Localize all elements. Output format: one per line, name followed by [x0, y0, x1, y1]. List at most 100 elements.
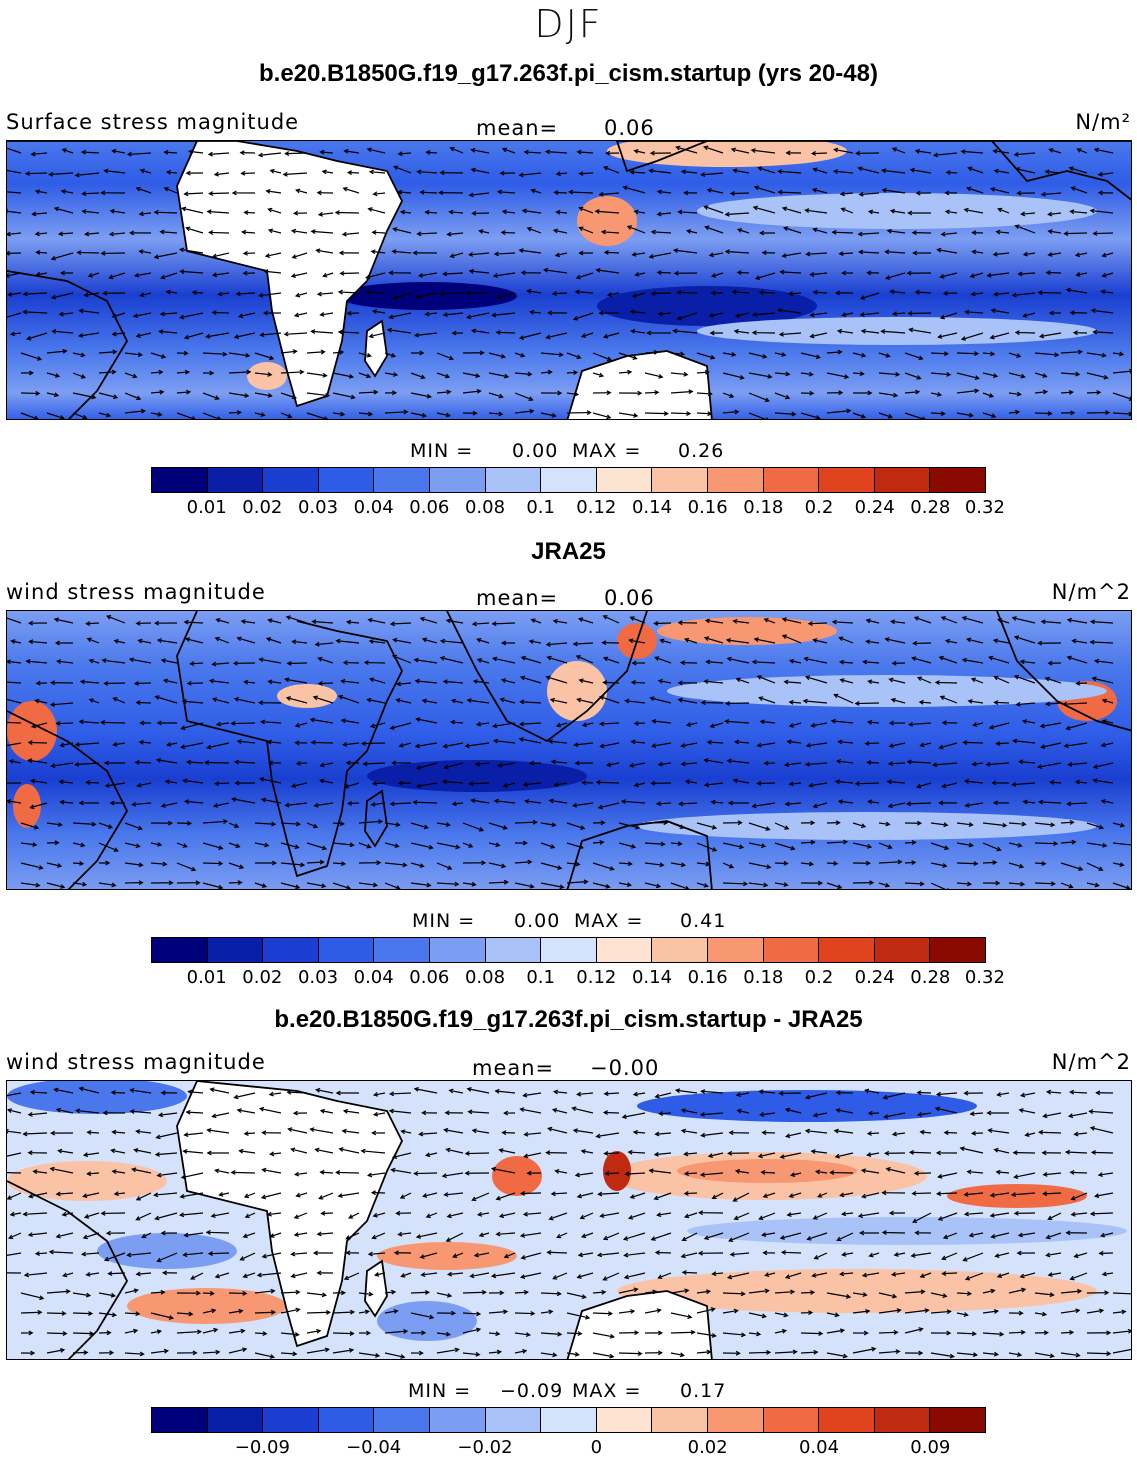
wind-vector-arrowhead [1100, 289, 1106, 295]
wind-vector-arrow [686, 722, 698, 726]
wind-vector-arrowhead [686, 229, 692, 234]
wind-vector-arrow [202, 392, 219, 400]
wind-vector-arrowhead [206, 209, 212, 215]
wind-vector-arrowhead [372, 1111, 379, 1117]
wind-vector-arrowhead [791, 411, 797, 417]
wind-vector-arrow [514, 392, 533, 401]
wind-vector-arrow [56, 1192, 74, 1195]
wind-vector-arrow [774, 1291, 794, 1294]
wind-vector-arrowhead [466, 1086, 472, 1092]
wind-vector-arrow [398, 1232, 412, 1236]
wind-vector-arrow [209, 192, 230, 195]
wind-vector-arrowhead [258, 292, 264, 298]
wind-vector-arrow [859, 251, 880, 254]
wind-vector-arrow [705, 226, 724, 234]
colorbar-swatch [429, 468, 486, 492]
wind-vector-arrowhead [919, 1273, 925, 1278]
wind-vector-arrowhead [723, 719, 730, 724]
wind-vector-arrow [964, 208, 984, 214]
wind-vector-arrowhead [866, 760, 872, 765]
wind-vector-arrow [36, 1252, 48, 1255]
wind-vector-arrow [436, 862, 452, 870]
wind-vector-arrowhead [261, 1253, 267, 1259]
wind-vector-arrow [813, 1212, 828, 1220]
wind-vector-arrow [658, 762, 672, 766]
wind-vector-arrow [681, 742, 698, 747]
wind-vector-arrowhead [78, 333, 84, 338]
wind-vector-arrow [960, 1147, 984, 1154]
wind-vector-arrow [970, 272, 984, 278]
wind-vector-arrowhead [441, 779, 447, 785]
wind-vector-arrow [774, 392, 790, 399]
wind-vector-arrow [994, 701, 1010, 704]
wind-vector-arrowhead [391, 249, 397, 255]
wind-vector-arrowhead [500, 353, 506, 359]
wind-vector-arrow [316, 249, 334, 254]
wind-vector-arrowhead [30, 1350, 36, 1356]
wind-vector-arrowhead [987, 1128, 993, 1134]
wind-vector-arrowhead [78, 800, 84, 806]
panel3-map-svg [7, 1081, 1131, 1359]
wind-vector-arrowhead [603, 1091, 609, 1097]
panel3-positive-band [377, 1242, 517, 1270]
wind-vector-arrowhead [497, 762, 503, 768]
wind-vector-arrowhead [934, 1106, 940, 1112]
wind-vector-arrowhead [785, 371, 791, 377]
wind-vector-arrowhead [812, 227, 818, 233]
wind-vector-arrow [573, 802, 594, 807]
wind-vector-arrow [670, 412, 691, 415]
wind-vector-arrow [493, 657, 516, 664]
wind-vector-arrow [370, 678, 386, 684]
wind-vector-arrow [861, 1169, 880, 1174]
wind-vector-arrowhead [496, 1349, 502, 1355]
wind-vector-arrow [295, 292, 308, 297]
wind-vector-arrow [778, 170, 802, 174]
wind-vector-arrowhead [603, 1151, 609, 1156]
wind-vector-arrow [332, 392, 355, 399]
wind-vector-arrow [965, 802, 984, 807]
wind-vector-arrowhead [476, 658, 483, 663]
wind-vector-arrow [1090, 209, 1114, 214]
wind-vector-arrow [1034, 842, 1058, 845]
wind-vector-arrow [7, 800, 22, 804]
wind-vector-arrowhead [414, 743, 420, 749]
wind-vector-arrow [946, 640, 958, 644]
wind-vector-arrow [413, 801, 438, 804]
wind-vector-arrow [943, 1232, 958, 1239]
wind-vector-arrow [202, 1328, 218, 1334]
wind-vector-arrow [892, 1272, 906, 1276]
wind-vector-arrowhead [475, 373, 481, 379]
wind-vector-arrowhead [804, 1128, 811, 1134]
wind-vector-arrow [840, 661, 854, 664]
wind-vector-arrowhead [711, 824, 718, 830]
wind-vector-arrowhead [53, 392, 60, 398]
wind-vector-arrowhead [388, 1091, 395, 1097]
wind-vector-arrowhead [335, 638, 341, 644]
wind-vector-arrowhead [683, 190, 689, 196]
wind-vector-arrow [915, 150, 932, 154]
wind-vector-arrow [758, 167, 776, 174]
wind-vector-arrowhead [908, 327, 914, 333]
wind-vector-arrowhead [290, 1147, 296, 1153]
wind-vector-arrow [82, 192, 100, 195]
wind-vector-arrowhead [687, 1314, 693, 1320]
wind-vector-arrowhead [61, 1211, 67, 1217]
wind-vector-arrowhead [282, 171, 288, 177]
wind-vector-arrowhead [1038, 333, 1045, 339]
wind-vector-arrowhead [30, 723, 37, 729]
wind-vector-arrow [592, 1332, 614, 1338]
wind-vector-arrow [472, 329, 490, 334]
wind-vector-arrow [462, 1291, 486, 1294]
wind-vector-arrow [963, 741, 984, 744]
wind-vector-arrow [462, 1328, 481, 1334]
wind-vector-arrowhead [189, 661, 195, 667]
wind-vector-arrow [618, 822, 640, 829]
wind-vector-arrowhead [833, 147, 839, 153]
wind-vector-arrow [235, 761, 256, 764]
wind-vector-arrow [579, 227, 594, 234]
wind-vector-arrow [867, 1152, 880, 1156]
wind-vector-arrowhead [528, 309, 535, 315]
wind-vector-arrow [524, 1212, 542, 1216]
wind-vector-arrow [550, 698, 568, 704]
wind-vector-arrow [1043, 1112, 1062, 1117]
